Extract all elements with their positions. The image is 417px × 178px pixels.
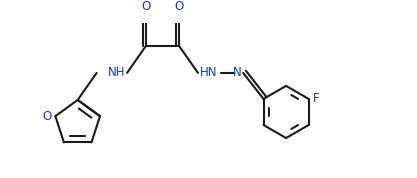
- Text: HN: HN: [200, 66, 217, 79]
- Text: O: O: [141, 0, 151, 12]
- Text: O: O: [43, 110, 52, 123]
- Text: N: N: [233, 66, 241, 79]
- Text: O: O: [174, 0, 183, 12]
- Text: NH: NH: [108, 66, 126, 79]
- Text: F: F: [313, 92, 320, 105]
